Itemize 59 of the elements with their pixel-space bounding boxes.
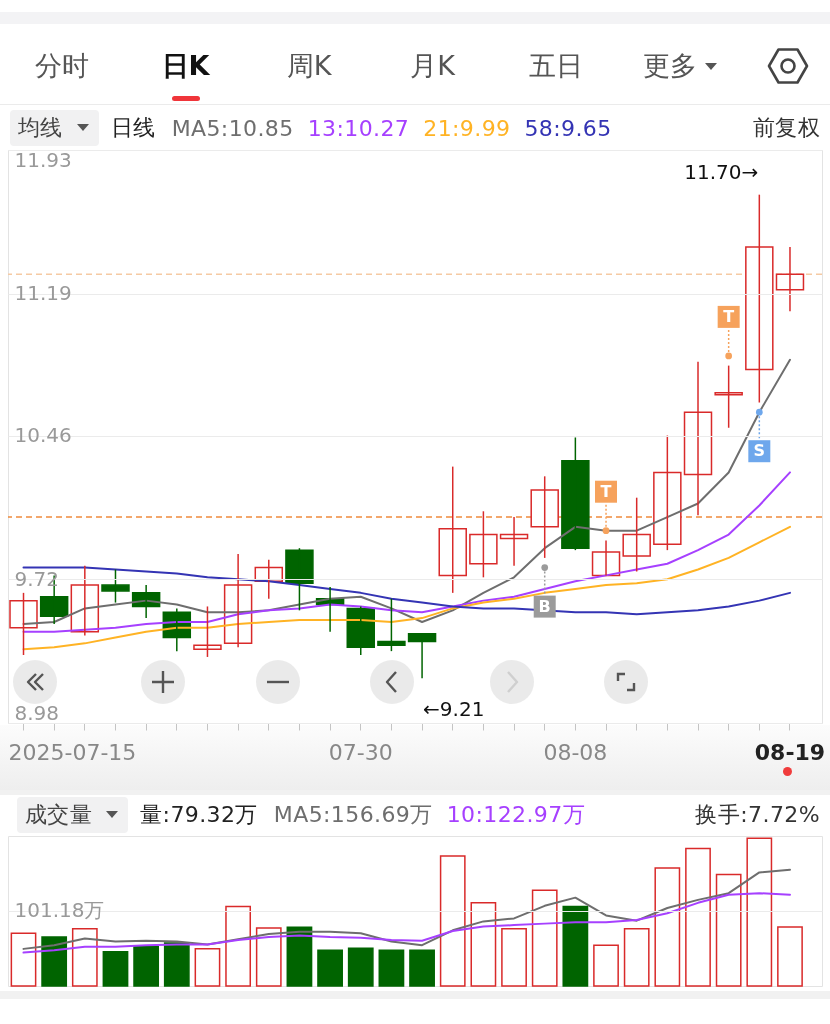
text: 量:79.32万 — [140, 800, 258, 829]
data-label: T — [600, 481, 612, 501]
bar — [562, 905, 589, 987]
text: 日K — [161, 49, 210, 83]
y-tick-label: 9.72 — [14, 566, 60, 591]
bar — [255, 927, 282, 987]
x-tick-label: 08-19 — [754, 739, 826, 765]
text: 月K — [410, 49, 455, 83]
y-tick-label: 11.19 — [14, 281, 72, 306]
bar — [654, 867, 681, 987]
annotation: 11.70→ — [684, 159, 759, 184]
text: 10:122.97万 — [446, 800, 586, 829]
x-tick-label: 07-30 — [328, 739, 393, 765]
bar — [777, 926, 803, 987]
text: 13:10.27 — [307, 115, 410, 141]
x-tick-label: 08-08 — [543, 739, 608, 765]
bar — [102, 951, 129, 987]
y-tick-label: 10.46 — [14, 423, 72, 448]
text: 更多 — [642, 49, 697, 83]
bar — [501, 928, 527, 987]
data-label: T — [723, 306, 735, 326]
bar — [531, 889, 558, 987]
bar — [685, 847, 711, 987]
bar — [225, 905, 252, 987]
bar — [746, 837, 773, 987]
y-tick-label: 8.98 — [14, 700, 60, 725]
text: 换手:7.72% — [695, 800, 820, 829]
bar — [41, 936, 68, 987]
bar — [163, 942, 190, 987]
bar — [133, 945, 160, 987]
bar — [378, 949, 405, 987]
bar — [409, 949, 435, 987]
dropdown-button: 成交量 — [17, 796, 129, 833]
bar — [623, 928, 650, 987]
x-axis-title: 2025-07-15 — [8, 739, 137, 765]
bar — [439, 855, 466, 987]
annotation: ←9.21 — [423, 697, 485, 722]
bar — [593, 944, 619, 987]
text: 58:9.65 — [524, 115, 612, 141]
bar — [347, 947, 374, 987]
data-label: S — [753, 441, 766, 461]
text: 周K — [286, 49, 332, 83]
bar — [715, 873, 742, 987]
bar — [71, 928, 98, 987]
y-tick-label: 11.93 — [14, 147, 72, 172]
bar — [194, 948, 221, 987]
data-label: B — [538, 596, 551, 616]
y-tick-label: 101.18万 — [14, 898, 105, 923]
text: MA5:156.69万 — [273, 800, 433, 829]
text: 21:9.99 — [423, 115, 511, 141]
text: 五日 — [529, 49, 583, 83]
text: 前复权 — [752, 114, 820, 142]
bar — [10, 932, 37, 987]
dropdown-button: 均线 — [10, 110, 99, 146]
text: 分时 — [35, 49, 89, 83]
text: MA5:10.85 — [171, 115, 294, 141]
text: 日线 — [110, 114, 156, 142]
bar — [470, 902, 497, 987]
bar — [317, 949, 343, 987]
